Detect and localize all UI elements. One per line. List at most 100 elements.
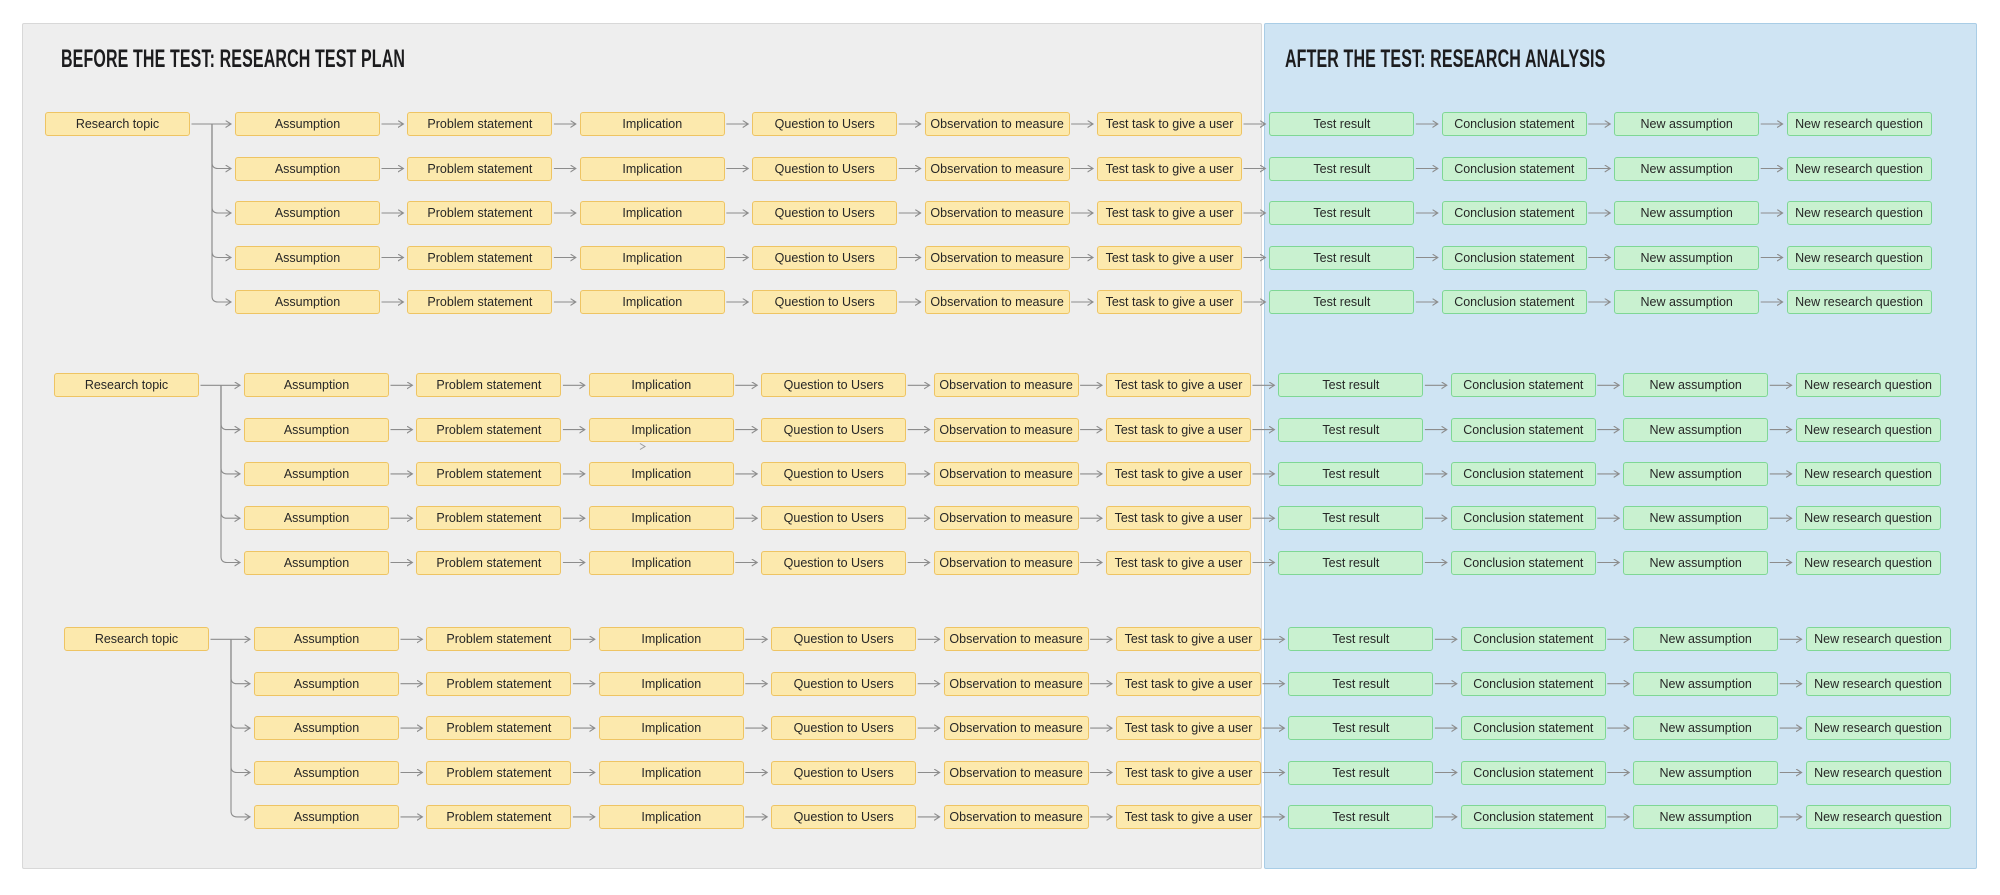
node-new-assumption[interactable]: New assumption [1614,156,1760,181]
node-observation-to-measure[interactable]: Observation to measure [943,627,1089,652]
node-implication[interactable]: Implication [579,201,725,225]
node-test-result[interactable]: Test result [1278,506,1424,531]
node-implication[interactable]: Implication [579,245,725,270]
node-observation-to-measure[interactable]: Observation to measure [933,373,1079,398]
node-problem-statement[interactable]: Problem statement [426,671,572,696]
node-test-task-to-give-a-user[interactable]: Test task to give a user [1106,417,1251,442]
node-question-to-users[interactable]: Question to Users [771,716,917,741]
node-research-topic[interactable]: Research topic [54,373,199,398]
node-observation-to-measure[interactable]: Observation to measure [933,550,1079,575]
node-problem-statement[interactable]: Problem statement [416,506,562,531]
node-implication[interactable]: Implication [598,760,744,785]
node-question-to-users[interactable]: Question to Users [761,461,907,486]
node-question-to-users[interactable]: Question to Users [761,417,907,442]
node-implication[interactable]: Implication [588,417,734,442]
node-new-research-question[interactable]: New research question [1786,156,1932,181]
node-conclusion-statement[interactable]: Conclusion statement [1460,760,1606,785]
node-test-result[interactable]: Test result [1269,201,1415,225]
node-test-result[interactable]: Test result [1269,290,1415,314]
node-new-assumption[interactable]: New assumption [1623,461,1769,486]
node-question-to-users[interactable]: Question to Users [761,506,907,531]
node-problem-statement[interactable]: Problem statement [426,627,572,652]
node-test-task-to-give-a-user[interactable]: Test task to give a user [1106,373,1251,398]
node-new-assumption[interactable]: New assumption [1633,760,1779,785]
node-assumption[interactable]: Assumption [235,156,380,181]
node-assumption[interactable]: Assumption [235,201,380,225]
node-problem-statement[interactable]: Problem statement [416,373,562,398]
node-test-result[interactable]: Test result [1288,760,1434,785]
node-new-assumption[interactable]: New assumption [1614,290,1760,314]
node-test-task-to-give-a-user[interactable]: Test task to give a user [1097,156,1242,181]
node-new-assumption[interactable]: New assumption [1614,201,1760,225]
node-problem-statement[interactable]: Problem statement [416,550,562,575]
node-new-research-question[interactable]: New research question [1786,201,1932,225]
node-question-to-users[interactable]: Question to Users [761,550,907,575]
node-observation-to-measure[interactable]: Observation to measure [943,804,1089,829]
node-question-to-users[interactable]: Question to Users [752,112,898,136]
node-conclusion-statement[interactable]: Conclusion statement [1450,417,1596,442]
node-new-research-question[interactable]: New research question [1795,506,1941,531]
node-observation-to-measure[interactable]: Observation to measure [933,461,1079,486]
node-conclusion-statement[interactable]: Conclusion statement [1450,373,1596,398]
node-new-research-question[interactable]: New research question [1795,461,1941,486]
node-implication[interactable]: Implication [598,716,744,741]
node-test-task-to-give-a-user[interactable]: Test task to give a user [1116,671,1261,696]
node-test-task-to-give-a-user[interactable]: Test task to give a user [1116,627,1261,652]
node-new-assumption[interactable]: New assumption [1633,716,1779,741]
node-new-assumption[interactable]: New assumption [1623,373,1769,398]
node-conclusion-statement[interactable]: Conclusion statement [1441,290,1587,314]
node-implication[interactable]: Implication [579,156,725,181]
node-test-result[interactable]: Test result [1278,417,1424,442]
node-question-to-users[interactable]: Question to Users [752,290,898,314]
node-observation-to-measure[interactable]: Observation to measure [924,290,1070,314]
node-problem-statement[interactable]: Problem statement [407,201,553,225]
node-research-topic[interactable]: Research topic [64,627,209,652]
node-new-research-question[interactable]: New research question [1786,245,1932,270]
node-assumption[interactable]: Assumption [244,373,389,398]
after-test-panel[interactable] [1264,23,1977,869]
node-observation-to-measure[interactable]: Observation to measure [943,760,1089,785]
node-test-result[interactable]: Test result [1288,627,1434,652]
node-new-research-question[interactable]: New research question [1805,627,1951,652]
node-assumption[interactable]: Assumption [244,461,389,486]
node-test-task-to-give-a-user[interactable]: Test task to give a user [1106,461,1251,486]
node-conclusion-statement[interactable]: Conclusion statement [1450,461,1596,486]
node-assumption[interactable]: Assumption [254,804,399,829]
node-problem-statement[interactable]: Problem statement [416,461,562,486]
node-test-task-to-give-a-user[interactable]: Test task to give a user [1097,290,1242,314]
node-implication[interactable]: Implication [588,506,734,531]
node-test-result[interactable]: Test result [1269,112,1415,136]
node-new-assumption[interactable]: New assumption [1633,671,1779,696]
node-conclusion-statement[interactable]: Conclusion statement [1460,716,1606,741]
node-new-assumption[interactable]: New assumption [1623,550,1769,575]
node-new-research-question[interactable]: New research question [1805,671,1951,696]
node-test-task-to-give-a-user[interactable]: Test task to give a user [1116,716,1261,741]
node-implication[interactable]: Implication [598,627,744,652]
node-implication[interactable]: Implication [588,461,734,486]
node-implication[interactable]: Implication [579,290,725,314]
node-test-result[interactable]: Test result [1269,245,1415,270]
node-question-to-users[interactable]: Question to Users [771,760,917,785]
node-problem-statement[interactable]: Problem statement [426,760,572,785]
node-new-research-question[interactable]: New research question [1805,716,1951,741]
node-assumption[interactable]: Assumption [254,671,399,696]
node-problem-statement[interactable]: Problem statement [407,112,553,136]
node-problem-statement[interactable]: Problem statement [407,245,553,270]
node-new-assumption[interactable]: New assumption [1614,245,1760,270]
node-test-result[interactable]: Test result [1278,373,1424,398]
node-new-assumption[interactable]: New assumption [1633,627,1779,652]
node-problem-statement[interactable]: Problem statement [407,156,553,181]
node-conclusion-statement[interactable]: Conclusion statement [1460,627,1606,652]
node-test-task-to-give-a-user[interactable]: Test task to give a user [1097,245,1242,270]
node-new-research-question[interactable]: New research question [1795,417,1941,442]
node-observation-to-measure[interactable]: Observation to measure [924,245,1070,270]
node-conclusion-statement[interactable]: Conclusion statement [1441,245,1587,270]
node-conclusion-statement[interactable]: Conclusion statement [1450,506,1596,531]
node-test-result[interactable]: Test result [1278,461,1424,486]
node-test-result[interactable]: Test result [1288,671,1434,696]
node-question-to-users[interactable]: Question to Users [771,627,917,652]
node-new-assumption[interactable]: New assumption [1614,112,1760,136]
node-question-to-users[interactable]: Question to Users [771,804,917,829]
node-question-to-users[interactable]: Question to Users [771,671,917,696]
node-implication[interactable]: Implication [588,550,734,575]
